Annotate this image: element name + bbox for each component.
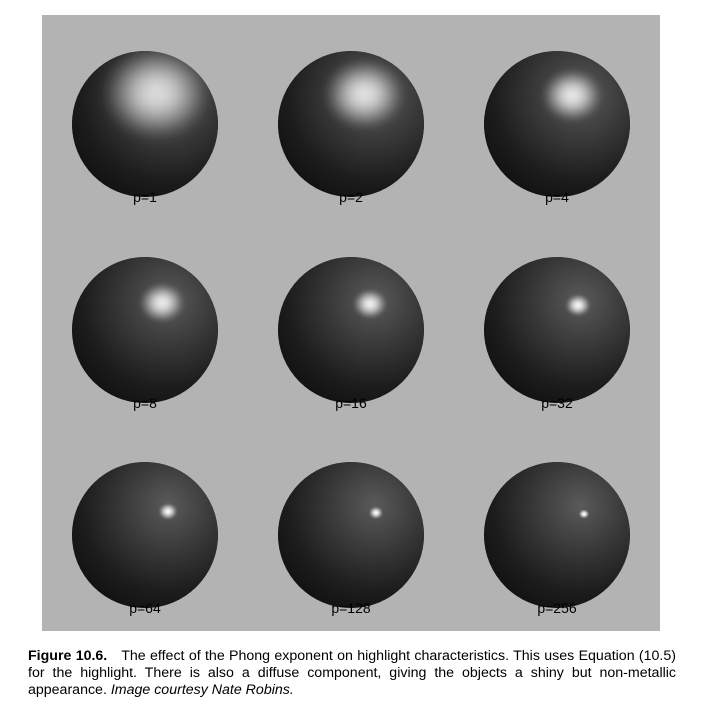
sphere-cell: p=16	[248, 221, 454, 426]
exponent-label: p=16	[335, 395, 367, 411]
figure-number: Figure 10.6.	[28, 648, 108, 664]
image-credit: Image courtesy Nate Robins.	[110, 682, 294, 698]
exponent-label: p=1	[133, 189, 157, 205]
sphere-render	[72, 51, 218, 197]
sphere-cell: p=8	[42, 221, 248, 426]
sphere-render	[278, 257, 424, 403]
sphere-body	[72, 257, 218, 403]
sphere-cell: p=256	[454, 426, 660, 631]
sphere-shading	[72, 257, 218, 403]
sphere-body	[484, 462, 630, 608]
sphere-shading	[278, 51, 424, 197]
sphere-cell: p=32	[454, 221, 660, 426]
sphere-render	[484, 462, 630, 608]
specular-highlight	[136, 280, 188, 326]
specular-highlight	[538, 65, 606, 126]
sphere-cell: p=4	[454, 15, 660, 221]
sphere-render	[278, 51, 424, 197]
sphere-shading	[72, 51, 218, 197]
caption-text: The effect of the Phong exponent on high…	[28, 648, 676, 698]
exponent-label: p=8	[133, 395, 157, 411]
sphere-render	[484, 51, 630, 197]
sphere-body	[72, 462, 218, 608]
exponent-label: p=2	[339, 189, 363, 205]
sphere-cell: p=128	[248, 426, 454, 631]
sphere-shading	[72, 462, 218, 608]
sphere-shading	[278, 462, 424, 608]
specular-highlight	[563, 292, 593, 318]
sphere-grid: p=1 p=2 p=4 p=8 p=16 p=32 p=64 p=128	[42, 15, 660, 631]
sphere-body	[278, 462, 424, 608]
sphere-cell: p=1	[42, 15, 248, 221]
sphere-shading	[484, 462, 630, 608]
exponent-label: p=64	[129, 600, 161, 616]
specular-highlight	[318, 54, 410, 135]
sphere-cell: p=2	[248, 15, 454, 221]
sphere-shading	[278, 257, 424, 403]
specular-highlight	[368, 505, 384, 520]
specular-highlight	[578, 508, 590, 520]
sphere-shading	[484, 51, 630, 197]
sphere-render	[278, 462, 424, 608]
sphere-shading	[484, 257, 630, 403]
exponent-label: p=4	[545, 189, 569, 205]
sphere-render	[484, 257, 630, 403]
exponent-label: p=256	[537, 600, 577, 616]
specular-highlight	[95, 51, 217, 147]
exponent-label: p=128	[331, 600, 371, 616]
specular-highlight	[157, 502, 179, 521]
sphere-cell: p=64	[42, 426, 248, 631]
figure-caption: Figure 10.6. The effect of the Phong expo…	[28, 648, 676, 699]
sphere-body	[484, 257, 630, 403]
exponent-label: p=32	[541, 395, 573, 411]
sphere-body	[278, 257, 424, 403]
specular-highlight	[351, 287, 389, 321]
figure-panel: p=1 p=2 p=4 p=8 p=16 p=32 p=64 p=128	[42, 15, 660, 631]
sphere-render	[72, 257, 218, 403]
sphere-render	[72, 462, 218, 608]
